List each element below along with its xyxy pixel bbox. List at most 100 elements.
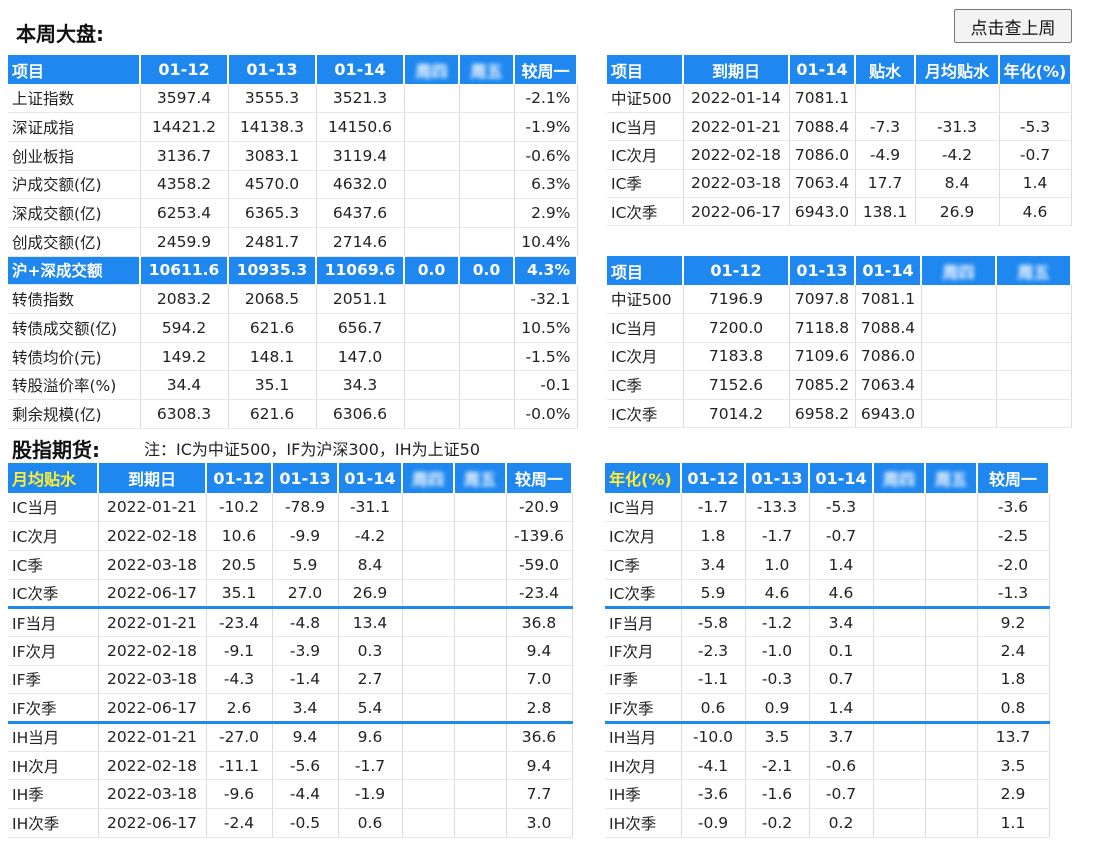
table-row: IC季 3.4 1.0 1.4 -2.0 [605, 550, 1050, 580]
table-row: IF次季 0.6 0.9 1.4 0.8 [605, 693, 1050, 724]
table-cell: -0.1 [514, 370, 578, 401]
row-label: 创成交额(亿) [8, 227, 141, 257]
table-cell [402, 693, 455, 724]
annual-header-label: 年化(%) [609, 470, 672, 489]
table-cell [925, 779, 978, 810]
table-cell: 3.5 [977, 751, 1050, 781]
prev-week-button[interactable]: 点击查上周 [954, 9, 1072, 43]
table-cell: -0.6% [514, 141, 578, 171]
table-row: IC次季 5.9 4.6 4.6 -1.3 [605, 579, 1050, 610]
row-label: 创业板指 [8, 141, 141, 171]
table-row: IF季 -1.1 -0.3 0.7 1.8 [605, 665, 1050, 695]
table-cell: 149.2 [140, 342, 229, 372]
table-cell: 7.0 [506, 665, 573, 695]
table-row: IF季 2022-03-18 -4.3 -1.4 2.7 7.0 [8, 665, 573, 695]
table-cell [454, 521, 507, 551]
table-cell: -1.9 [338, 779, 403, 810]
table-cell [925, 550, 978, 580]
table-row: IC季 2022-03-18 7063.4 17.7 8.4 1.4 [607, 169, 1072, 199]
table-cell: 20.5 [206, 550, 273, 580]
annual-header-6: 较周一 [977, 463, 1050, 493]
row-label: 沪+深成交额 [8, 256, 141, 286]
table-cell: 6365.3 [228, 198, 317, 228]
annual-header-4: 周四 [873, 463, 926, 493]
row-label: IH次季 [8, 808, 99, 838]
table-cell: 7085.2 [789, 370, 856, 400]
table-cell: 147.0 [316, 342, 405, 372]
row-label: 转债均价(元) [8, 342, 141, 372]
table-cell [873, 550, 926, 580]
table-row: 上证指数 3597.4 3555.3 3521.3 -2.1% [8, 84, 578, 114]
table-cell [404, 227, 460, 257]
market-header-label: 周四 [415, 61, 448, 81]
market-header-0: 项目 [8, 55, 141, 84]
table-cell: 10.4% [514, 227, 578, 257]
table-cell: 14138.3 [228, 112, 317, 142]
table-cell: -0.9 [681, 808, 746, 838]
table-cell [873, 779, 926, 810]
table-cell [459, 141, 515, 171]
table-cell: 0.8 [977, 693, 1050, 724]
table-cell: 2051.1 [316, 284, 405, 314]
table-cell: 2022-06-17 [98, 579, 207, 610]
row-label: 中证500 [607, 84, 684, 113]
table-cell: -10.2 [206, 493, 273, 523]
table-cell [454, 636, 507, 666]
table-cell: -1.7 [338, 751, 403, 781]
table-cell: -20.9 [506, 493, 573, 523]
table-cell: 1.0 [745, 550, 810, 580]
table-cell: -1.4 [272, 665, 339, 695]
table-cell [996, 285, 1072, 315]
table-cell: -1.9% [514, 112, 578, 142]
table-cell: -31.1 [338, 493, 403, 523]
row-label: IH当月 [8, 722, 99, 752]
table-cell: 5.9 [272, 550, 339, 580]
table-cell: 138.1 [855, 197, 916, 227]
table-cell: 13.4 [338, 607, 403, 637]
table-cell: -4.3 [206, 665, 273, 695]
table-cell [925, 751, 978, 781]
row-label: IF季 [605, 665, 682, 695]
table-row: 创业板指 3136.7 3083.1 3119.4 -0.6% [8, 141, 578, 171]
table-cell: 0.7 [809, 665, 874, 695]
table-cell [999, 84, 1072, 113]
monthly-header-7: 较周一 [506, 463, 573, 493]
row-label: IF当月 [605, 607, 682, 637]
table-cell: 2022-03-18 [683, 169, 790, 199]
table-cell: 3.5 [745, 722, 810, 752]
table-cell: 2022-06-17 [98, 808, 207, 838]
table-cell: 2481.7 [228, 227, 317, 257]
row-label: IC当月 [607, 313, 684, 343]
table-cell [404, 342, 460, 372]
row-label: IF季 [8, 665, 99, 695]
market-header-row: 项目 01-12 01-13 01-14 周四 周五 较周一 [8, 55, 578, 84]
table-cell: 4.3% [514, 256, 578, 286]
table-row: IC季 7152.6 7085.2 7063.4 [607, 370, 1072, 400]
table-cell: -3.6 [681, 779, 746, 810]
table-row: IC次季 2022-06-17 35.1 27.0 26.9 -23.4 [8, 579, 573, 610]
table-cell [925, 722, 978, 752]
table-cell [925, 665, 978, 695]
table-cell: 4570.0 [228, 170, 317, 200]
table-cell: 3.4 [681, 550, 746, 580]
table-row: IF次季 2022-06-17 2.6 3.4 5.4 2.8 [8, 693, 573, 724]
table-row: 中证500 7196.9 7097.8 7081.1 [607, 285, 1072, 315]
table-cell [921, 399, 997, 429]
table-row: IC次月 2022-02-18 7086.0 -4.9 -4.2 -0.7 [607, 140, 1072, 170]
table-row: 沪+深成交额 10611.6 10935.3 11069.6 0.0 0.0 4.3% [8, 256, 578, 286]
table-row: 中证500 2022-01-14 7081.1 [607, 84, 1072, 113]
table-cell: 10611.6 [140, 256, 229, 286]
table-cell [404, 84, 460, 114]
table-cell: 9.4 [272, 722, 339, 752]
row-label: IF当月 [8, 607, 99, 637]
annual-header-row: 年化(%) 01-12 01-13 01-14 周四 周五 较周一 [605, 463, 1050, 493]
monthly-header-2: 01-12 [206, 463, 273, 493]
table-row: IC季 2022-03-18 20.5 5.9 8.4 -59.0 [8, 550, 573, 580]
annual-header-5: 周五 [925, 463, 978, 493]
prices-header-5: 周五 [996, 256, 1072, 285]
table-cell: 148.1 [228, 342, 317, 372]
table-cell [404, 284, 460, 314]
annualized-table: 年化(%) 01-12 01-13 01-14 周四 周五 较周一 IC当月 -1.7 -13.… [605, 463, 1050, 838]
basis-header-label: 贴水 [868, 61, 901, 81]
table-cell: -9.6 [206, 779, 273, 810]
